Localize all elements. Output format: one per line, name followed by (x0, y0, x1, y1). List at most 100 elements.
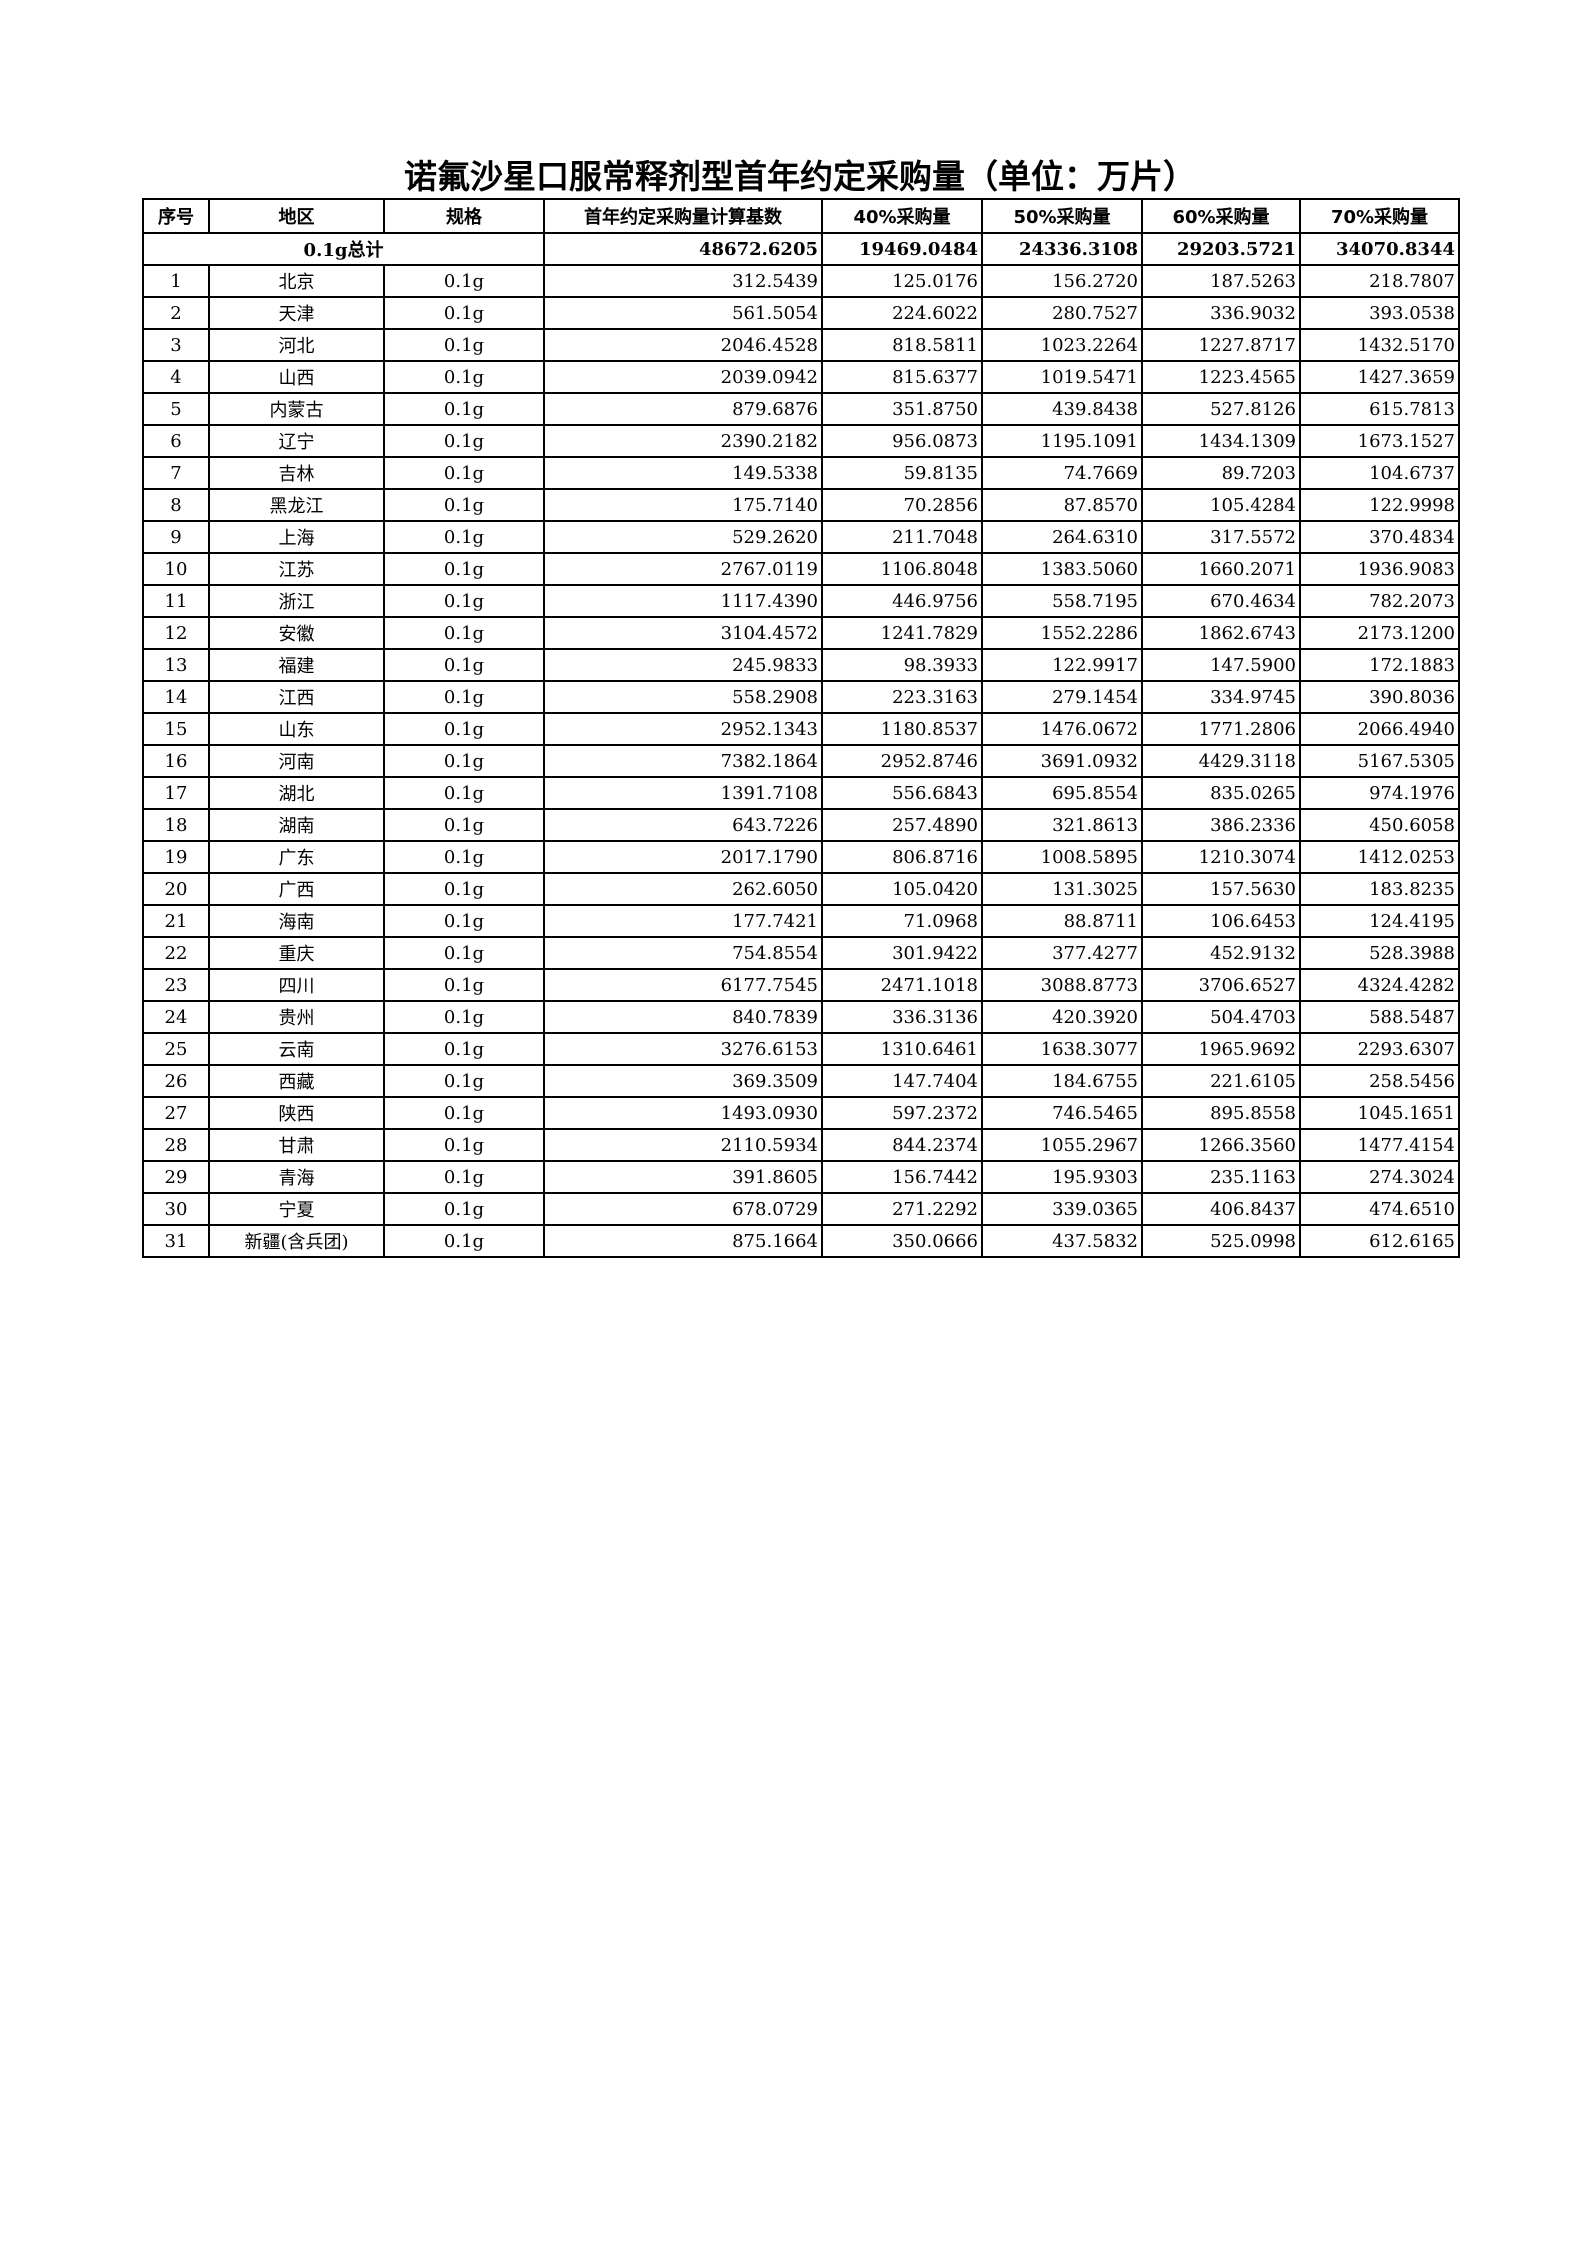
cell-region: 河北 (208, 328, 385, 362)
cell-base: 879.6876 (543, 392, 823, 426)
page-title: 诺氟沙星口服常释剂型首年约定采购量（单位：万片） (404, 157, 1196, 196)
cell-60: 1965.9692 (1141, 1032, 1301, 1066)
cell-40: 818.5811 (821, 328, 983, 362)
cell-spec: 0.1g (383, 1160, 545, 1194)
cell-70: 2293.6307 (1299, 1032, 1460, 1066)
cell-70: 258.5456 (1299, 1064, 1460, 1098)
table-row: 24 贵州 0.1g 840.7839 336.3136 420.3920 504.4703… (142, 1000, 1460, 1034)
cell-index: 11 (142, 584, 210, 618)
table-row: 23 四川 0.1g 6177.7545 2471.1018 3088.8773 3706.… (142, 968, 1460, 1002)
cell-60: 1227.8717 (1141, 328, 1301, 362)
cell-region: 青海 (208, 1160, 385, 1194)
cell-index: 21 (142, 904, 210, 938)
cell-spec: 0.1g (383, 808, 545, 842)
cell-70: 1432.5170 (1299, 328, 1460, 362)
cell-index: 27 (142, 1096, 210, 1130)
cell-region: 四川 (208, 968, 385, 1002)
cell-spec: 0.1g (383, 296, 545, 330)
cell-spec: 0.1g (383, 1224, 545, 1258)
cell-60: 504.4703 (1141, 1000, 1301, 1034)
cell-spec: 0.1g (383, 520, 545, 554)
table-row: 13 福建 0.1g 245.9833 98.3933 122.9917 147.5900 1… (142, 648, 1460, 682)
cell-region: 湖北 (208, 776, 385, 810)
cell-index: 15 (142, 712, 210, 746)
cell-70: 615.7813 (1299, 392, 1460, 426)
header-row: 序号 地区 规格 首年约定采购量计算基数 40%采购量 50%采购量 60%采购… (142, 198, 1460, 234)
total-base: 48672.6205 (543, 232, 823, 266)
cell-region: 吉林 (208, 456, 385, 490)
cell-base: 558.2908 (543, 680, 823, 714)
total-row: 0.1g总计 48672.6205 19469.0484 24336.3108 … (142, 232, 1460, 266)
cell-base: 391.8605 (543, 1160, 823, 1194)
cell-50: 131.3025 (981, 872, 1143, 906)
table-row: 9 上海 0.1g 529.2620 211.7048 264.6310 317.5572 3… (142, 520, 1460, 554)
cell-40: 70.2856 (821, 488, 983, 522)
cell-index: 29 (142, 1160, 210, 1194)
table-row: 8 黑龙江 0.1g 175.7140 70.2856 87.8570 105.4284 12… (142, 488, 1460, 522)
cell-60: 4429.3118 (1141, 744, 1301, 778)
total-60: 29203.5721 (1141, 232, 1301, 266)
cell-60: 334.9745 (1141, 680, 1301, 714)
cell-region: 山东 (208, 712, 385, 746)
cell-index: 30 (142, 1192, 210, 1226)
cell-index: 9 (142, 520, 210, 554)
cell-base: 245.9833 (543, 648, 823, 682)
cell-70: 390.8036 (1299, 680, 1460, 714)
table-row: 15 山东 0.1g 2952.1343 1180.8537 1476.0672 1771.… (142, 712, 1460, 746)
cell-base: 875.1664 (543, 1224, 823, 1258)
cell-40: 1310.6461 (821, 1032, 983, 1066)
cell-spec: 0.1g (383, 968, 545, 1002)
table-row: 19 广东 0.1g 2017.1790 806.8716 1008.5895 1210.3… (142, 840, 1460, 874)
cell-spec: 0.1g (383, 488, 545, 522)
header-index: 序号 (142, 198, 210, 234)
cell-50: 1055.2967 (981, 1128, 1143, 1162)
table-row: 20 广西 0.1g 262.6050 105.0420 131.3025 157.5630… (142, 872, 1460, 906)
cell-40: 2471.1018 (821, 968, 983, 1002)
cell-70: 274.3024 (1299, 1160, 1460, 1194)
cell-60: 89.7203 (1141, 456, 1301, 490)
cell-50: 437.5832 (981, 1224, 1143, 1258)
cell-50: 280.7527 (981, 296, 1143, 330)
cell-50: 558.7195 (981, 584, 1143, 618)
table-row: 17 湖北 0.1g 1391.7108 556.6843 695.8554 835.026… (142, 776, 1460, 810)
cell-base: 312.5439 (543, 264, 823, 298)
cell-50: 1023.2264 (981, 328, 1143, 362)
cell-spec: 0.1g (383, 392, 545, 426)
table-row: 29 青海 0.1g 391.8605 156.7442 195.9303 235.1163… (142, 1160, 1460, 1194)
cell-40: 211.7048 (821, 520, 983, 554)
cell-index: 28 (142, 1128, 210, 1162)
table-row: 6 辽宁 0.1g 2390.2182 956.0873 1195.1091 1434.13… (142, 424, 1460, 458)
cell-index: 7 (142, 456, 210, 490)
cell-50: 1383.5060 (981, 552, 1143, 586)
cell-index: 18 (142, 808, 210, 842)
cell-60: 235.1163 (1141, 1160, 1301, 1194)
cell-40: 105.0420 (821, 872, 983, 906)
table-row: 14 江西 0.1g 558.2908 223.3163 279.1454 334.9745… (142, 680, 1460, 714)
cell-40: 71.0968 (821, 904, 983, 938)
cell-70: 474.6510 (1299, 1192, 1460, 1226)
cell-region: 浙江 (208, 584, 385, 618)
cell-base: 3276.6153 (543, 1032, 823, 1066)
cell-region: 宁夏 (208, 1192, 385, 1226)
cell-region: 安徽 (208, 616, 385, 650)
cell-index: 23 (142, 968, 210, 1002)
cell-50: 87.8570 (981, 488, 1143, 522)
table-row: 21 海南 0.1g 177.7421 71.0968 88.8711 106.6453 12… (142, 904, 1460, 938)
cell-40: 956.0873 (821, 424, 983, 458)
cell-40: 806.8716 (821, 840, 983, 874)
cell-70: 124.4195 (1299, 904, 1460, 938)
cell-region: 辽宁 (208, 424, 385, 458)
cell-spec: 0.1g (383, 1064, 545, 1098)
total-70: 34070.8344 (1299, 232, 1460, 266)
cell-40: 1180.8537 (821, 712, 983, 746)
cell-60: 221.6105 (1141, 1064, 1301, 1098)
table-row: 22 重庆 0.1g 754.8554 301.9422 377.4277 452.9132… (142, 936, 1460, 970)
cell-60: 525.0998 (1141, 1224, 1301, 1258)
header-spec: 规格 (383, 198, 545, 234)
cell-60: 1434.1309 (1141, 424, 1301, 458)
cell-region: 上海 (208, 520, 385, 554)
cell-index: 3 (142, 328, 210, 362)
cell-index: 14 (142, 680, 210, 714)
cell-60: 1862.6743 (1141, 616, 1301, 650)
cell-40: 271.2292 (821, 1192, 983, 1226)
